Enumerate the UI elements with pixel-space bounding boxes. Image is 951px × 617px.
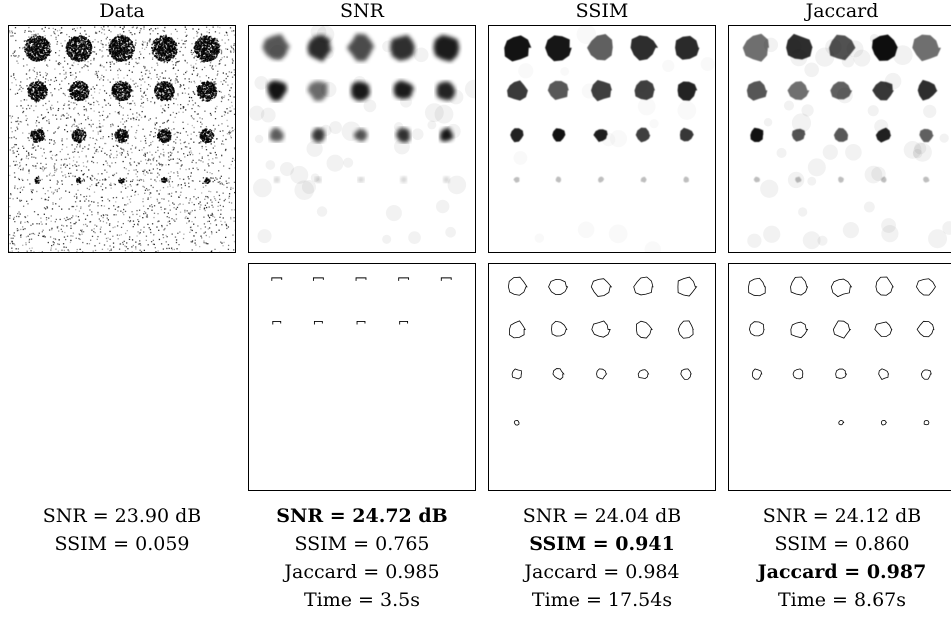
column-title-ssim: SSIM bbox=[575, 0, 629, 22]
metric-line: SSIM = 0.765 bbox=[294, 533, 430, 555]
metric-line: Jaccard = 0.984 bbox=[524, 561, 680, 583]
metric-line: SSIM = 0.941 bbox=[529, 533, 675, 555]
column-title-data: Data bbox=[99, 0, 145, 22]
snr-reconstruction-image bbox=[248, 25, 476, 253]
metric-line: Time = 8.67s bbox=[777, 589, 907, 611]
metrics-snr: SNR = 24.72 dB SSIM = 0.765 Jaccard = 0.… bbox=[248, 502, 476, 614]
metrics-jaccard: SNR = 24.12 dB SSIM = 0.860 Jaccard = 0.… bbox=[728, 502, 951, 614]
jaccard-reconstruction-image bbox=[728, 25, 951, 253]
snr-contour-image bbox=[248, 263, 476, 491]
metric-line: Time = 17.54s bbox=[531, 589, 673, 611]
metric-line: SSIM = 0.860 bbox=[774, 533, 910, 555]
metric-line: SNR = 24.04 dB bbox=[522, 505, 682, 527]
column-title-jaccard: Jaccard bbox=[805, 0, 879, 22]
metric-line: SNR = 24.72 dB bbox=[276, 505, 448, 527]
metric-line: SNR = 23.90 dB bbox=[42, 505, 202, 527]
metric-line: Jaccard = 0.987 bbox=[757, 561, 927, 583]
jaccard-contour-image bbox=[728, 263, 951, 491]
metrics-ssim: SNR = 24.04 dB SSIM = 0.941 Jaccard = 0.… bbox=[488, 502, 716, 614]
metric-line: Time = 3.5s bbox=[304, 589, 420, 611]
metric-line: SSIM = 0.059 bbox=[54, 533, 190, 555]
metric-line: SNR = 24.12 dB bbox=[762, 505, 922, 527]
metric-line: Jaccard = 0.985 bbox=[284, 561, 440, 583]
column-title-snr: SNR bbox=[340, 0, 384, 22]
metrics-data: SNR = 23.90 dB SSIM = 0.059 bbox=[8, 502, 236, 558]
ssim-contour-image bbox=[488, 263, 716, 491]
noisy-data-image bbox=[8, 25, 236, 253]
ssim-reconstruction-image bbox=[488, 25, 716, 253]
